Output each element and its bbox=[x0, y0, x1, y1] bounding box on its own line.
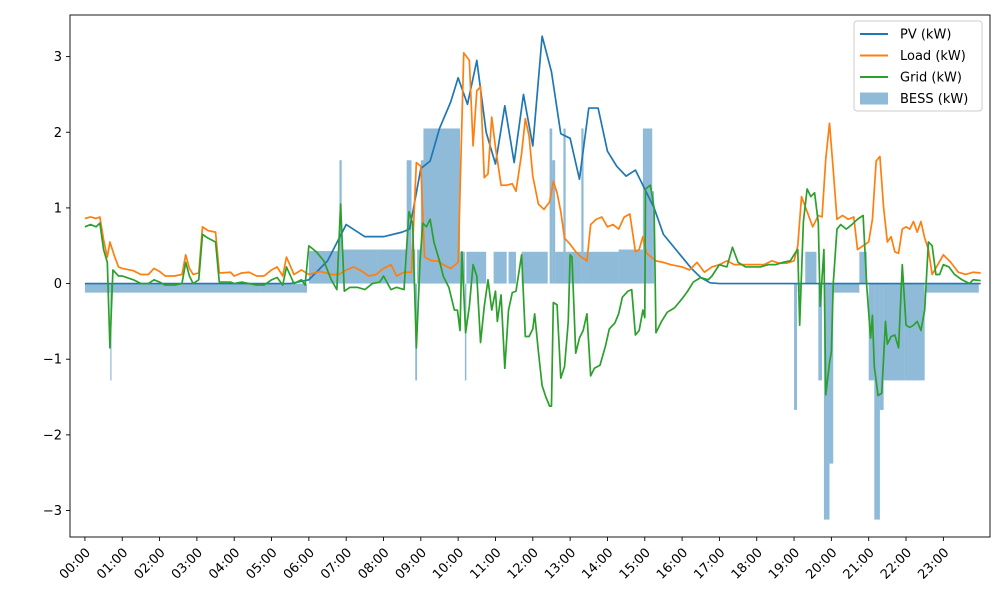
bess-bar bbox=[508, 251, 517, 284]
bess-bar bbox=[794, 283, 798, 410]
legend-label-bess: BESS (kW) bbox=[900, 92, 968, 107]
bess-bar bbox=[521, 251, 548, 284]
bess-bar bbox=[581, 128, 584, 284]
bess-bar bbox=[260, 283, 307, 293]
bess-bar bbox=[563, 128, 566, 284]
bess-bar bbox=[341, 249, 378, 284]
bess-bar bbox=[954, 283, 979, 293]
bess-bar bbox=[823, 283, 830, 520]
bess-bar bbox=[417, 249, 421, 284]
bess-bar bbox=[583, 251, 587, 284]
bess-bar bbox=[883, 283, 905, 381]
bess-bar bbox=[859, 251, 867, 284]
bess-bar bbox=[402, 249, 407, 284]
y-tick-label: 0 bbox=[54, 277, 62, 292]
bess-bar bbox=[797, 283, 802, 293]
legend-label-grid: Grid (kW) bbox=[900, 71, 962, 86]
bess-bar bbox=[805, 251, 817, 284]
legend-label-pv: PV (kW) bbox=[900, 28, 951, 43]
legend-swatch-bess bbox=[860, 92, 888, 105]
bess-bar bbox=[642, 128, 653, 284]
legend-box bbox=[853, 20, 983, 112]
y-tick-label: 2 bbox=[54, 126, 62, 141]
bess-bar bbox=[111, 283, 168, 293]
bess-bar bbox=[586, 251, 619, 284]
bess-bar bbox=[829, 283, 834, 464]
y-tick-label: −3 bbox=[43, 504, 62, 519]
axes-frame bbox=[69, 14, 991, 538]
bess-bar bbox=[879, 283, 884, 410]
y-axis: 3 2 1 0 −1 −2 −3 bbox=[43, 50, 70, 519]
legend: PV (kW) Load (kW) Grid (kW) BESS (kW) bbox=[853, 20, 983, 112]
bess-bar bbox=[308, 251, 340, 284]
bess-bar bbox=[652, 191, 655, 284]
series-bess bbox=[84, 128, 979, 520]
line-pv bbox=[84, 35, 981, 285]
bess-bar bbox=[420, 160, 424, 284]
bess-bar bbox=[549, 128, 553, 284]
line-grid bbox=[84, 184, 981, 407]
bess-bar bbox=[874, 283, 880, 520]
bess-bar bbox=[618, 249, 643, 284]
y-tick-label: 3 bbox=[54, 50, 62, 65]
bess-bar bbox=[552, 160, 556, 284]
y-tick-label: −1 bbox=[43, 353, 62, 368]
bess-bar bbox=[555, 251, 564, 284]
bess-bar bbox=[818, 283, 823, 381]
bess-bar bbox=[926, 283, 955, 293]
bess-bar bbox=[167, 283, 261, 293]
y-tick-label: 1 bbox=[54, 201, 62, 216]
bess-bar bbox=[423, 128, 461, 284]
plot-area bbox=[69, 14, 991, 538]
line-load bbox=[84, 51, 981, 277]
y-tick-label: −2 bbox=[43, 428, 62, 443]
legend-label-load: Load (kW) bbox=[900, 49, 966, 64]
bess-bar bbox=[904, 283, 925, 381]
bess-bar bbox=[84, 283, 111, 293]
bess-bar bbox=[833, 283, 860, 293]
bess-bar bbox=[493, 251, 507, 284]
